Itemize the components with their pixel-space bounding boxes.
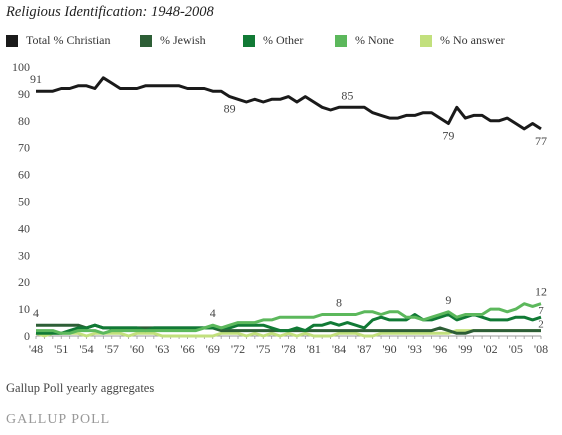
data-label: 2 xyxy=(538,319,544,331)
x-tick-label: '69 xyxy=(206,342,220,356)
legend-swatch-jewish xyxy=(140,34,152,47)
y-tick-label: 100 xyxy=(12,60,30,74)
series-line-total-christian xyxy=(36,76,542,131)
x-tick-label: '78 xyxy=(281,342,295,356)
y-tick-label: 30 xyxy=(18,248,30,262)
legend-item-other: % Other xyxy=(243,33,303,48)
legend-swatch-christian xyxy=(6,34,18,47)
y-tick-label: 20 xyxy=(18,275,30,289)
x-tick-label: '72 xyxy=(231,342,245,356)
x-tick-label: '81 xyxy=(307,342,321,356)
x-tick-label: '51 xyxy=(54,342,68,356)
x-tick-label: '96 xyxy=(433,342,447,356)
x-tick-label: '87 xyxy=(357,342,371,356)
y-tick-label: 70 xyxy=(18,141,30,155)
source-note: Gallup Poll yearly aggregates xyxy=(6,381,155,395)
data-label: 8 xyxy=(336,295,342,309)
y-tick-label: 60 xyxy=(18,168,30,182)
line-chart: 0 10 20 30 40 50 60 70 80 90 100 '48 '51 '54 '57 '60 '63… xyxy=(12,60,548,356)
legend-swatch-none xyxy=(335,34,347,47)
data-label: 85 xyxy=(341,88,353,102)
x-tick-label: '57 xyxy=(105,342,119,356)
x-tick-label: '93 xyxy=(408,342,422,356)
x-tick-label: '05 xyxy=(509,342,523,356)
legend-swatch-no-answer xyxy=(420,34,432,47)
data-label: 89 xyxy=(224,102,236,116)
legend-label-christian: Total % Christian xyxy=(26,33,111,47)
x-tick-label: '02 xyxy=(483,342,497,356)
data-label: 4 xyxy=(210,306,216,320)
legend-item-no-answer: % No answer xyxy=(420,33,505,48)
x-tick-label: '75 xyxy=(256,342,270,356)
legend-label-no-answer: % No answer xyxy=(440,33,505,47)
legend-label-jewish: % Jewish xyxy=(160,33,206,47)
legend-item-none: % None xyxy=(335,33,394,48)
y-tick-label: 50 xyxy=(18,195,30,209)
data-label: 4 xyxy=(33,306,39,320)
chart-title: Religious Identification: 1948-2008 xyxy=(6,4,214,20)
y-tick-label: 10 xyxy=(18,302,30,316)
y-tick-label: 0 xyxy=(24,329,30,343)
legend-swatch-other xyxy=(243,34,255,47)
x-tick-label: '54 xyxy=(79,342,93,356)
data-label: 7 xyxy=(538,305,544,317)
x-tick-label: '90 xyxy=(382,342,396,356)
x-tick-label: '84 xyxy=(332,342,346,356)
legend-item-christian: Total % Christian xyxy=(6,33,110,48)
x-tick-label: '48 xyxy=(29,342,43,356)
data-label: 91 xyxy=(30,72,42,86)
x-tick-label: '60 xyxy=(130,342,144,356)
series-line-none xyxy=(36,302,542,335)
y-tick-label: 90 xyxy=(18,87,30,101)
y-tick-label: 40 xyxy=(18,221,30,235)
x-tick-label: '08 xyxy=(534,342,548,356)
legend-label-none: % None xyxy=(355,33,394,47)
data-label: 79 xyxy=(442,128,454,142)
data-label: 12 xyxy=(535,285,547,299)
x-tick-label: '99 xyxy=(458,342,472,356)
gallup-poll-logo: GALLUP POLL xyxy=(6,412,111,427)
y-tick-label: 80 xyxy=(18,114,30,128)
series-line-other xyxy=(36,313,542,335)
data-label: 77 xyxy=(535,134,547,148)
legend-label-other: % Other xyxy=(263,33,304,47)
x-tick-label: '63 xyxy=(155,342,169,356)
series-line-no-answer xyxy=(35,329,541,338)
legend-item-jewish: % Jewish xyxy=(140,33,206,48)
x-tick-label: '66 xyxy=(180,342,194,356)
data-label: 9 xyxy=(445,293,451,307)
